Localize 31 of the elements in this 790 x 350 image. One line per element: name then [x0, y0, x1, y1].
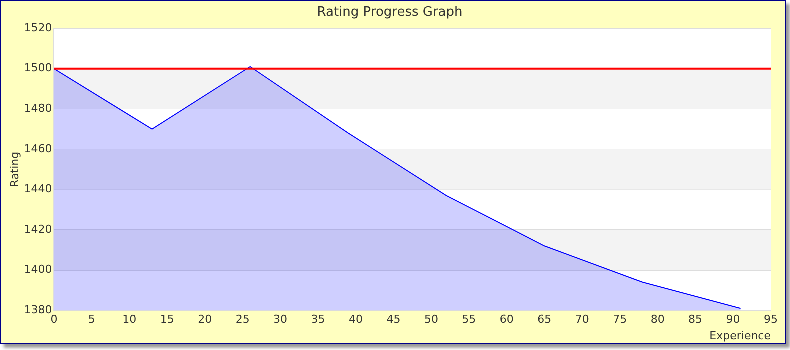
x-tick-label: 40 [349, 313, 364, 326]
x-tick-label: 25 [236, 313, 250, 326]
x-tick-label: 55 [462, 313, 476, 326]
y-tick-label: 1500 [24, 62, 52, 75]
x-tick-label: 60 [500, 313, 514, 326]
x-tick-label: 65 [538, 313, 552, 326]
y-tick-label: 1400 [24, 263, 52, 276]
x-tick-label: 70 [575, 313, 590, 326]
y-tick-label: 1460 [24, 142, 52, 156]
y-tick-label: 1380 [24, 303, 52, 316]
x-tick-label: 50 [424, 313, 438, 326]
x-tick-label: 45 [386, 313, 401, 326]
x-tick-label: 75 [613, 313, 628, 326]
x-tick-label: 85 [688, 313, 703, 326]
x-tick-label: 80 [650, 313, 665, 326]
x-tick-label: 90 [726, 313, 740, 326]
x-axis-title: Experience [710, 329, 772, 342]
y-axis-title: Rating [8, 152, 22, 188]
y-tick-label: 1520 [24, 21, 52, 34]
x-tick-label: 95 [764, 313, 778, 326]
chart-title: Rating Progress Graph [317, 5, 463, 20]
x-tick-label: 10 [122, 313, 137, 326]
y-tick-label: 1420 [24, 222, 52, 236]
x-tick-label: 35 [311, 313, 326, 326]
x-tick-label: 5 [88, 313, 96, 326]
y-tick-label: 1480 [24, 102, 52, 116]
x-tick-label: 0 [50, 313, 58, 326]
x-tick-label: 20 [198, 313, 212, 326]
x-tick-label: 30 [274, 313, 288, 326]
x-tick-label: 15 [160, 313, 174, 326]
y-tick-label: 1440 [24, 182, 52, 196]
